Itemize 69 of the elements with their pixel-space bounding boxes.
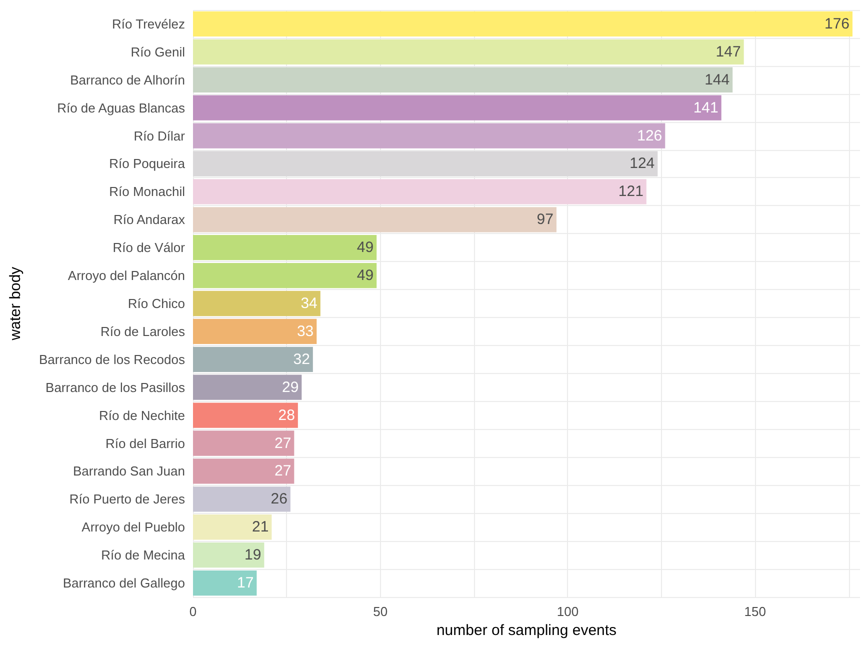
data-label: 144 <box>704 71 730 88</box>
bar <box>193 570 257 596</box>
data-label: 28 <box>278 406 295 424</box>
y-tick-label: Barrando San Juan <box>72 464 185 479</box>
y-tick-label: Río de Aguas Blancas <box>57 100 186 116</box>
data-label: 34 <box>300 295 318 312</box>
y-tick-label: Río Dílar <box>134 128 186 144</box>
bar <box>193 374 302 400</box>
y-tick-label: Río Chico <box>128 296 185 311</box>
y-axis-title: water body <box>7 266 24 342</box>
bar <box>193 179 646 204</box>
y-tick-label: Río del Barrio <box>106 436 185 451</box>
data-label: 27 <box>274 434 292 452</box>
x-tick-label: 50 <box>373 604 388 619</box>
data-label: 49 <box>356 239 374 256</box>
y-tick-label: Río Puerto de Jeres <box>69 492 186 507</box>
data-label: 124 <box>630 155 655 172</box>
data-label: 17 <box>237 574 254 592</box>
data-label: 147 <box>716 43 741 60</box>
x-tick-label: 0 <box>189 604 197 619</box>
y-tick-label: Arroyo del Pueblo <box>82 520 185 535</box>
y-tick-label: Río de Nechite <box>99 408 185 423</box>
y-tick-label: Río Monachil <box>109 184 186 200</box>
y-tick-label: Barranco de los Pasillos <box>46 380 186 395</box>
bar <box>193 486 290 512</box>
bar <box>193 402 298 428</box>
bar <box>193 318 317 344</box>
bar <box>193 235 377 260</box>
y-tick-label: Río de Válor <box>112 240 186 256</box>
y-tick-label: Río de Laroles <box>100 324 186 339</box>
y-tick-label: Río Poqueira <box>109 156 186 172</box>
bar <box>193 151 658 176</box>
data-label: 29 <box>282 378 299 396</box>
bar <box>193 290 320 316</box>
bar <box>193 514 272 540</box>
bar <box>193 11 853 37</box>
bar <box>193 430 294 456</box>
data-label: 19 <box>244 546 262 564</box>
data-label: 126 <box>637 127 662 144</box>
bar <box>193 123 666 148</box>
x-tick-label: 150 <box>744 604 766 619</box>
bar <box>193 346 313 372</box>
data-label: 26 <box>270 490 288 508</box>
data-label: 97 <box>536 211 554 228</box>
y-tick-label: Barranco del Gallego <box>62 576 185 591</box>
data-label: 121 <box>618 183 644 200</box>
y-tick-label: Barranco de los Recodos <box>39 352 186 367</box>
data-label: 141 <box>693 99 718 116</box>
y-tick-label: Río Genil <box>130 44 186 60</box>
bar <box>193 458 294 484</box>
y-tick-label: Río de Mecina <box>101 548 186 563</box>
data-label: 176 <box>824 15 850 32</box>
data-label: 49 <box>356 267 374 284</box>
x-tick-label: 100 <box>556 604 579 619</box>
y-tick-label: Río Andarax <box>113 212 186 228</box>
y-tick-label: Arroyo del Palancón <box>68 268 185 284</box>
bar <box>193 262 377 288</box>
data-label: 32 <box>293 350 310 368</box>
data-label: 33 <box>296 322 314 340</box>
bar <box>193 207 556 232</box>
y-tick-label: Río Trevélez <box>112 16 185 32</box>
y-tick-label: Barranco de Alhorín <box>70 72 185 88</box>
x-axis-title: number of sampling events <box>436 622 617 639</box>
bar <box>193 39 744 65</box>
data-label: 21 <box>252 518 269 536</box>
bar <box>193 542 264 568</box>
bar <box>193 95 722 120</box>
data-label: 27 <box>274 462 292 480</box>
bar <box>193 67 733 92</box>
